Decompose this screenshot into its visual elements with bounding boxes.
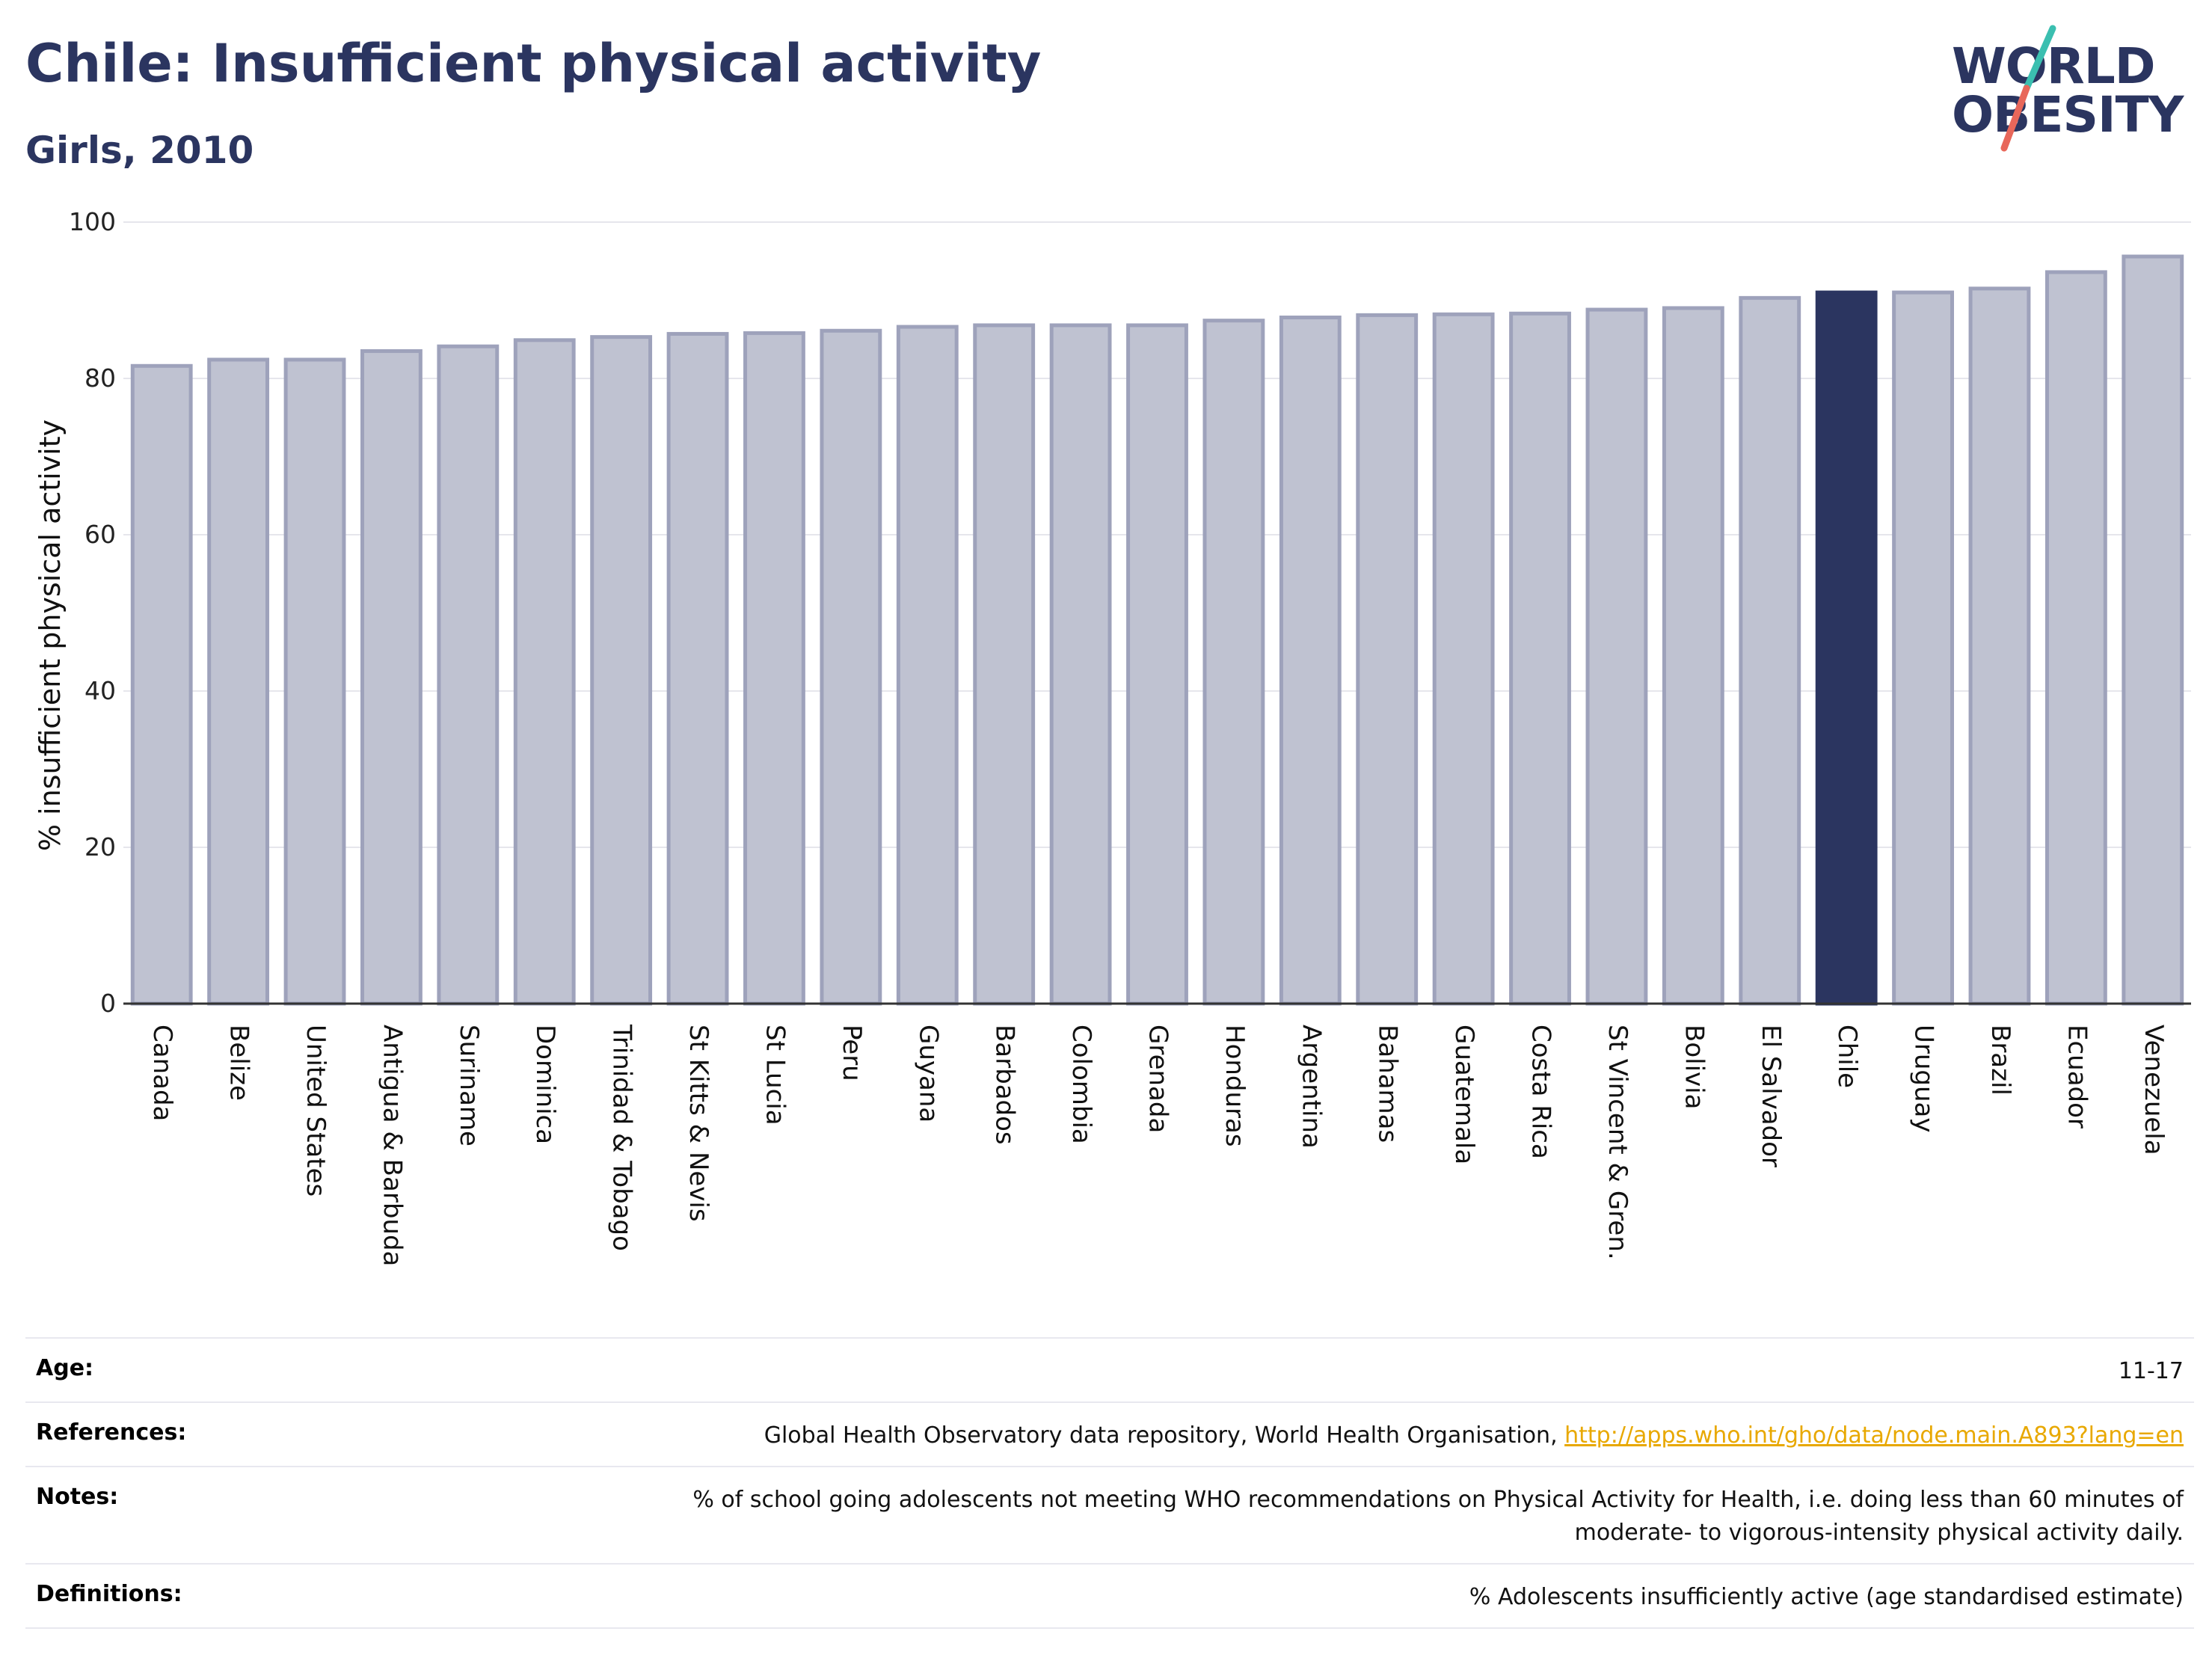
chart-title: Chile: Insufficient physical activity: [25, 33, 1042, 94]
bar-colombia: [1049, 323, 1112, 1006]
bar-venezuela: [2122, 254, 2184, 1006]
age-value: 11-17: [2118, 1358, 2184, 1384]
bar-st-kitts-nevis: [666, 331, 729, 1006]
age-label: Age:: [36, 1355, 94, 1381]
bar-el-salvador: [1739, 295, 1801, 1006]
x-tick-label: Antigua & Barbuda: [377, 1025, 407, 1266]
logo-slash-icon: [2000, 25, 2056, 152]
bar-bolivia: [1662, 306, 1724, 1006]
x-tick-label: St Kitts & Nevis: [683, 1025, 713, 1222]
y-tick-label: 0: [100, 989, 116, 1018]
bar-bahamas: [1356, 313, 1419, 1006]
x-tick-label: Venezuela: [2139, 1025, 2169, 1155]
bar-peru: [820, 328, 882, 1006]
x-tick-label: El Salvador: [1756, 1025, 1786, 1167]
x-tick-label: Guatemala: [1449, 1025, 1479, 1164]
bar-uruguay: [1892, 290, 1954, 1006]
y-tick-label: 60: [85, 520, 116, 549]
bar-belize: [207, 357, 270, 1006]
bar-united-states: [283, 357, 346, 1006]
y-tick-label: 40: [85, 676, 116, 705]
bar-chile: [1815, 290, 1878, 1006]
info-row-definitions: Definitions: % Adolescents insufficientl…: [25, 1563, 2194, 1629]
y-tick-label: 100: [69, 207, 116, 236]
references-value: Global Health Observatory data repositor…: [764, 1419, 2184, 1452]
x-tick-label: Canada: [147, 1025, 177, 1121]
x-tick-label: Trinidad & Tobago: [607, 1024, 637, 1251]
bar-ecuador: [2044, 270, 2107, 1006]
info-row-age: Age: 11-17: [25, 1337, 2194, 1401]
definitions-value: % Adolescents insufficiently active (age…: [1469, 1584, 2184, 1610]
world-obesity-logo: WORLD OBESITY: [1952, 22, 2199, 157]
y-axis-ticks: 0 20 40 60 80 100: [69, 207, 116, 1018]
bar-canada: [130, 363, 193, 1006]
bar-dominica: [513, 338, 576, 1006]
x-tick-label: Costa Rica: [1526, 1025, 1556, 1159]
notes-line-2: moderate- to vigorous-intensity physical…: [1574, 1520, 2184, 1546]
notes-label: Notes:: [36, 1484, 119, 1510]
x-tick-label: Suriname: [454, 1025, 484, 1146]
bar-suriname: [437, 344, 500, 1006]
bar-honduras: [1202, 319, 1265, 1006]
x-tick-label: Dominica: [530, 1025, 560, 1144]
bar-argentina: [1279, 315, 1342, 1006]
x-tick-label: United States: [301, 1025, 331, 1197]
logo-word-world: WORLD: [1952, 37, 2156, 95]
notes-value: % of school going adolescents not meetin…: [692, 1484, 2184, 1550]
bar-trinidad-tobago: [590, 335, 653, 1006]
x-tick-label: Grenada: [1143, 1025, 1173, 1133]
bar-guatemala: [1432, 312, 1495, 1006]
bar-brazil: [1968, 286, 2031, 1006]
x-tick-label: Colombia: [1066, 1025, 1096, 1144]
x-axis-labels: Canada Belize United States Antigua & Barbu…: [147, 1024, 2169, 1266]
x-tick-label: St Vincent & Gren.: [1603, 1025, 1632, 1260]
x-tick-label: Argentina: [1296, 1025, 1326, 1149]
logo-word-obesity: OBESITY: [1952, 86, 2184, 144]
info-row-notes: Notes: % of school going adolescents not…: [25, 1466, 2194, 1563]
info-row-references: References: Global Health Observatory da…: [25, 1401, 2194, 1466]
x-tick-label: Chile: [1832, 1025, 1862, 1088]
y-tick-label: 80: [85, 363, 116, 393]
bar-grenada: [1126, 323, 1188, 1006]
x-tick-label: Belize: [224, 1025, 254, 1101]
notes-line-1: % of school going adolescents not meetin…: [692, 1487, 2184, 1513]
info-table: Age: 11-17 References: Global Health Obs…: [25, 1337, 2194, 1629]
bar-st-lucia: [743, 331, 805, 1006]
x-tick-label: Peru: [837, 1025, 867, 1081]
x-tick-label: St Lucia: [760, 1025, 790, 1126]
y-axis-label: % insufficient physical activity: [34, 420, 67, 851]
references-label: References:: [36, 1419, 187, 1446]
y-tick-label: 20: [85, 832, 116, 862]
x-tick-label: Guyana: [913, 1025, 943, 1123]
x-tick-label: Bahamas: [1373, 1025, 1403, 1143]
x-tick-label: Barbados: [990, 1025, 1020, 1145]
bars: [130, 254, 2184, 1006]
references-text: Global Health Observatory data repositor…: [764, 1422, 1565, 1449]
chart-subtitle: Girls, 2010: [25, 129, 254, 172]
bar-st-vincent-gren-: [1585, 307, 1648, 1006]
bar-antigua-barbuda: [360, 348, 423, 1006]
x-tick-label: Ecuador: [2062, 1025, 2092, 1129]
bar-barbados: [973, 323, 1036, 1006]
x-tick-label: Bolivia: [1679, 1025, 1709, 1109]
references-link[interactable]: http://apps.who.int/gho/data/node.main.A…: [1564, 1422, 2184, 1449]
bar-chart: 0 20 40 60 80 100 Canada Belize United States An…: [34, 207, 2191, 1266]
x-tick-label: Uruguay: [1909, 1025, 1939, 1133]
x-tick-label: Brazil: [1985, 1025, 2015, 1096]
bar-costa-rica: [1509, 311, 1571, 1006]
x-tick-label: Honduras: [1220, 1025, 1250, 1147]
bar-guyana: [896, 325, 959, 1006]
definitions-label: Definitions:: [36, 1581, 182, 1607]
